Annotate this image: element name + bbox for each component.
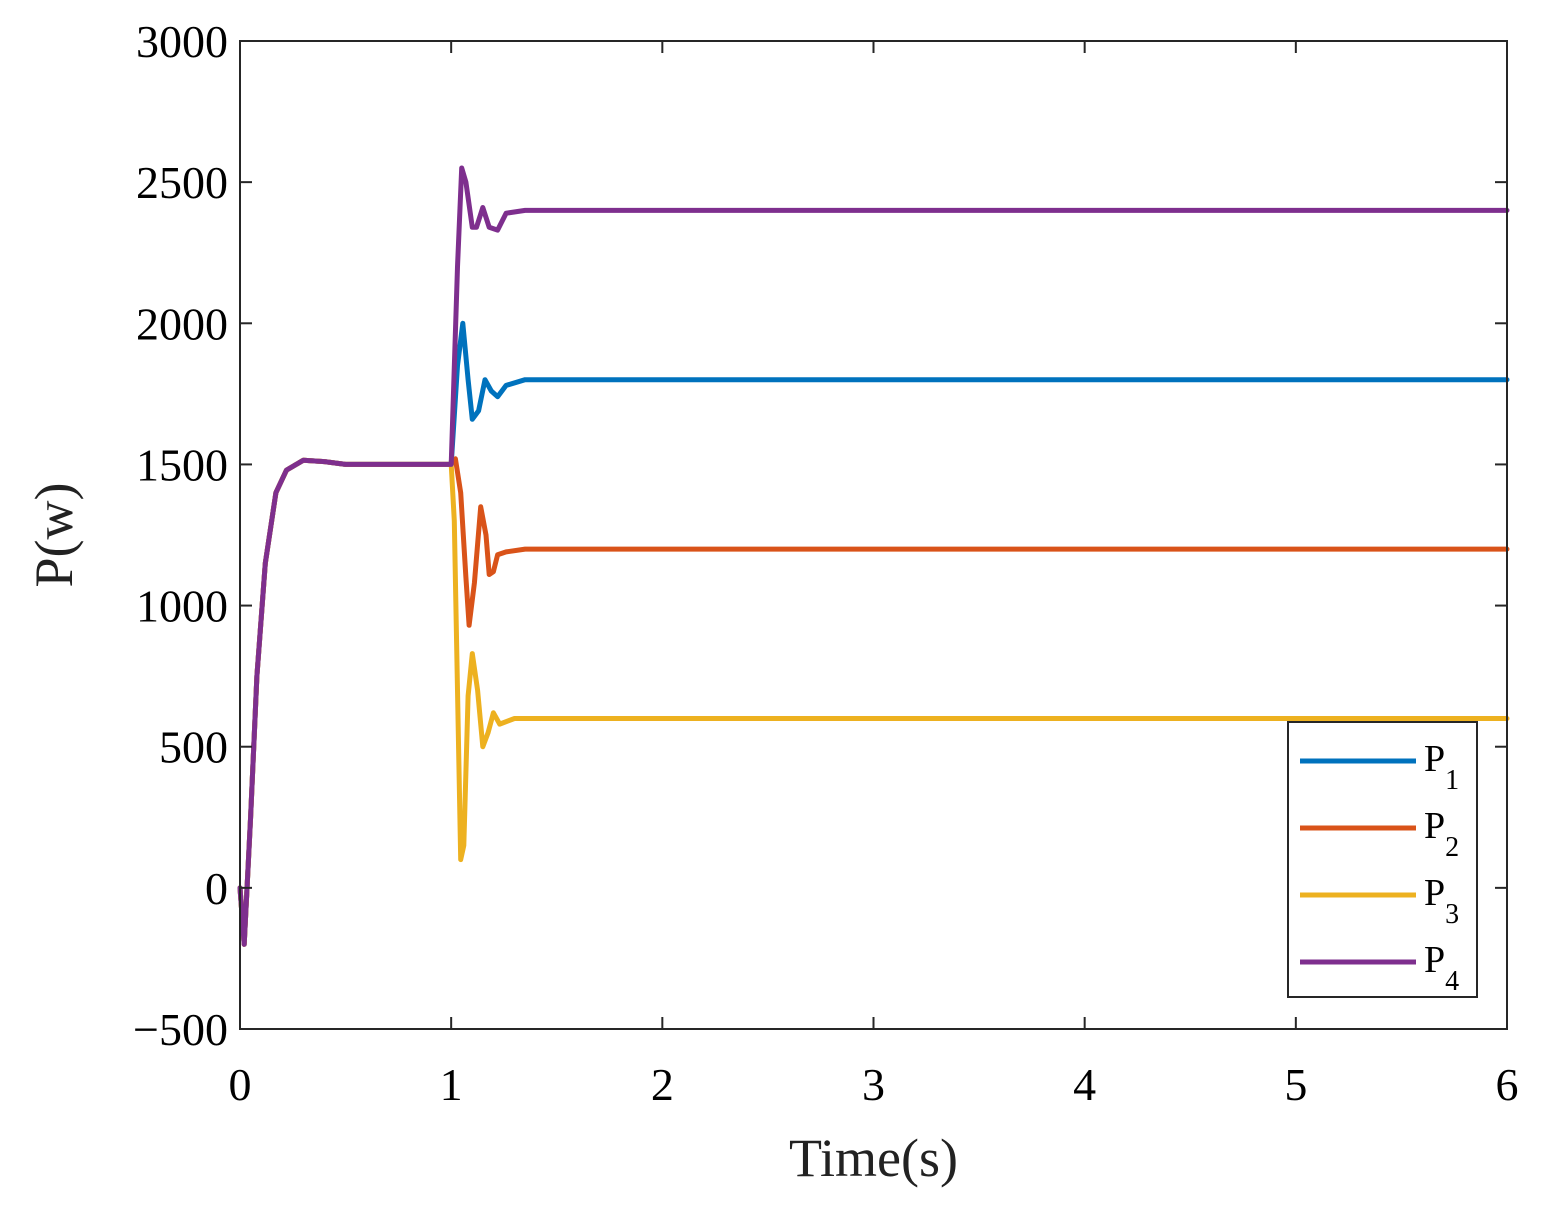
x-tick-label: 0 xyxy=(229,1059,252,1110)
x-tick-label: 6 xyxy=(1496,1059,1519,1110)
y-tick-label: 2500 xyxy=(136,157,228,208)
series-layer xyxy=(237,165,1510,947)
y-tick-label: 1500 xyxy=(136,439,228,490)
x-tick-label: 2 xyxy=(651,1059,674,1110)
x-tick-label: 3 xyxy=(862,1059,885,1110)
y-tick-label: −500 xyxy=(133,1004,228,1055)
legend-box xyxy=(1287,721,1478,998)
y-tick-label: 500 xyxy=(159,722,228,773)
x-tick-label: 1 xyxy=(440,1059,463,1110)
y-axis-label: P(w) xyxy=(24,483,84,588)
x-axis-label: Time(s) xyxy=(789,1128,958,1188)
y-tick-label: 2000 xyxy=(136,298,228,349)
series-line-p4 xyxy=(237,165,1510,947)
y-tick-label: 0 xyxy=(205,863,228,914)
y-tick-label: 3000 xyxy=(136,16,228,67)
y-tick-label: 1000 xyxy=(136,581,228,632)
x-tick-label: 4 xyxy=(1073,1059,1096,1110)
x-tick-label: 5 xyxy=(1284,1059,1307,1110)
